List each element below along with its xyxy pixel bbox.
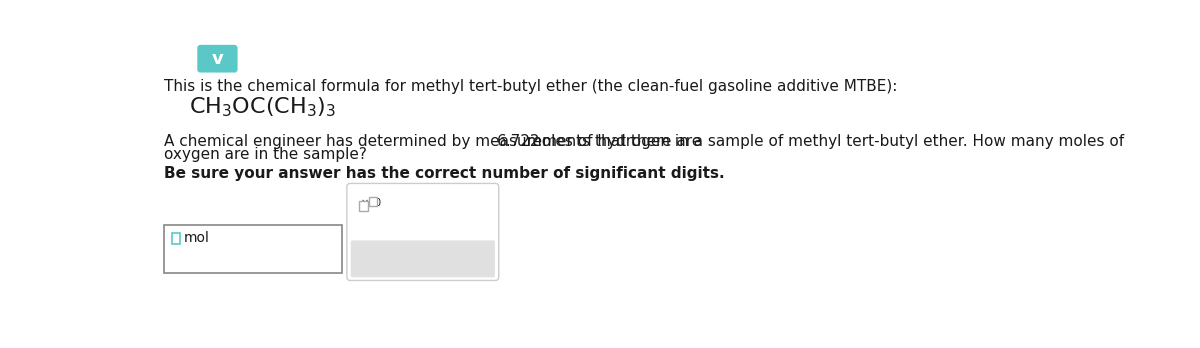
FancyBboxPatch shape: [347, 183, 499, 280]
FancyBboxPatch shape: [350, 240, 494, 277]
Text: oxygen are in the sample?: oxygen are in the sample?: [164, 147, 367, 162]
Text: v: v: [211, 50, 223, 68]
Text: $\mathregular{CH_3OC(CH_3)_3}$: $\mathregular{CH_3OC(CH_3)_3}$: [188, 96, 336, 119]
FancyBboxPatch shape: [370, 197, 377, 206]
Text: Be sure your answer has the correct number of significant digits.: Be sure your answer has the correct numb…: [164, 166, 725, 182]
Text: mol: mol: [184, 231, 209, 245]
Text: A chemical engineer has determined by measurements that there are: A chemical engineer has determined by me…: [164, 134, 706, 149]
Text: This is the chemical formula for methyl tert-butyl ether (the clean-fuel gasolin: This is the chemical formula for methyl …: [164, 79, 898, 94]
FancyBboxPatch shape: [164, 225, 342, 273]
FancyBboxPatch shape: [172, 234, 180, 244]
Text: ×: ×: [371, 248, 388, 268]
Text: $\times$10: $\times$10: [360, 196, 382, 208]
Text: ↺: ↺: [415, 248, 431, 268]
Text: 6.722: 6.722: [497, 134, 540, 149]
FancyBboxPatch shape: [197, 45, 238, 73]
FancyBboxPatch shape: [359, 201, 367, 211]
Text: ?: ?: [461, 248, 472, 268]
Text: moles of hydrogen in a sample of methyl tert-butyl ether. How many moles of: moles of hydrogen in a sample of methyl …: [522, 134, 1123, 149]
